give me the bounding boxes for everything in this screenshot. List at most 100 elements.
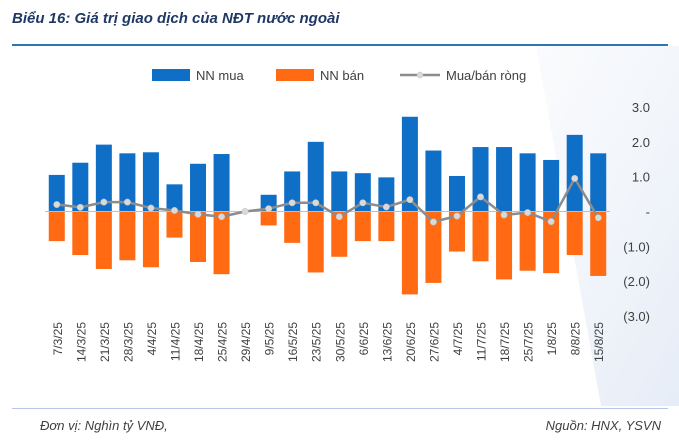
bar-sell-13/6/25: [378, 211, 395, 242]
legend-swatch-net-marker: [416, 71, 424, 79]
x-tick-label: 13/6/25: [380, 322, 394, 362]
bar-sell-23/5/25: [307, 211, 324, 273]
net-point-6/6/25: [359, 199, 367, 207]
net-point-11/7/25: [477, 193, 484, 201]
bar-buy-11/4/25: [166, 184, 183, 212]
bar-sell-6/6/25: [354, 211, 371, 242]
y-tick-label: 3.0: [632, 100, 650, 115]
net-point-21/3/25: [100, 198, 108, 206]
bar-sell-25/4/25: [213, 211, 230, 275]
x-tick-label: 18/4/25: [192, 322, 206, 362]
x-tick-label: 15/8/25: [592, 322, 606, 362]
bar-buy-30/5/25: [331, 171, 348, 212]
x-tick-label: 18/7/25: [498, 322, 512, 362]
chart-title: Biểu 16: Giá trị giao dịch của NĐT nước …: [12, 10, 340, 27]
bar-sell-30/5/25: [331, 211, 348, 257]
bar-buy-11/7/25: [472, 147, 489, 212]
bar-buy-6/6/25: [354, 173, 371, 212]
bar-sell-4/4/25: [142, 211, 159, 268]
bar-buy-14/3/25: [72, 162, 89, 212]
bar-buy-21/3/25: [95, 144, 112, 212]
bar-sell-28/3/25: [119, 211, 136, 261]
bar-buy-23/5/25: [307, 141, 324, 212]
bar-buy-28/3/25: [119, 153, 136, 212]
bar-sell-4/7/25: [448, 211, 465, 252]
x-tick-label: 9/5/25: [263, 322, 277, 356]
x-tick-label: 4/7/25: [451, 322, 465, 356]
x-tick-label: 30/5/25: [333, 322, 347, 362]
x-tick-label: 27/6/25: [427, 322, 441, 362]
bar-sell-15/8/25: [590, 211, 607, 276]
x-tick-label: 11/7/25: [475, 322, 489, 361]
net-point-29/4/25: [241, 208, 249, 215]
bar-sell-18/4/25: [190, 211, 207, 263]
net-point-4/4/25: [147, 204, 155, 212]
y-tick-label: (3.0): [623, 309, 650, 324]
net-point-23/5/25: [312, 199, 320, 207]
net-point-13/6/25: [382, 203, 390, 211]
net-point-14/3/25: [76, 203, 84, 211]
net-point-25/7/25: [524, 209, 532, 216]
net-line: [56, 175, 600, 224]
bar-buy-25/7/25: [519, 153, 536, 212]
bar-buy-4/4/25: [142, 152, 159, 212]
bar-buy-13/6/25: [378, 177, 395, 212]
x-tick-label: 20/6/25: [404, 322, 418, 362]
legend-swatch-buy: [152, 69, 190, 81]
legend-swatch-sell: [276, 69, 314, 81]
bar-buy-15/8/25: [590, 153, 607, 212]
net-point-20/6/25: [406, 196, 414, 204]
x-tick-label: 7/3/25: [51, 322, 65, 356]
x-tick-label: 1/8/25: [545, 322, 559, 356]
footer-rule: [12, 408, 668, 409]
x-tick-label: 25/7/25: [522, 322, 536, 362]
unit-note: Đơn vị: Nghìn tỷ VNĐ,: [40, 418, 168, 433]
net-point-25/4/25: [218, 213, 226, 221]
y-tick-label: -: [646, 205, 650, 220]
y-tick-label: (2.0): [623, 274, 650, 289]
net-point-4/7/25: [453, 212, 461, 220]
bar-sell-21/3/25: [95, 211, 112, 269]
legend-label-buy: NN mua: [196, 68, 244, 83]
y-tick-label: 2.0: [632, 135, 650, 150]
bar-sell-11/4/25: [166, 211, 183, 238]
bar-sell-20/6/25: [401, 211, 418, 295]
net-point-18/7/25: [500, 211, 508, 219]
legend-label-sell: NN bán: [320, 68, 364, 83]
bar-sell-1/8/25: [543, 211, 560, 274]
bar-sell-18/7/25: [496, 211, 513, 280]
net-point-16/5/25: [288, 199, 296, 207]
net-point-28/3/25: [123, 198, 131, 206]
x-tick-label: 23/5/25: [310, 322, 324, 362]
bar-buy-25/4/25: [213, 154, 230, 212]
net-point-27/6/25: [429, 218, 437, 226]
bar-buy-7/3/25: [48, 174, 65, 212]
net-point-8/8/25: [571, 174, 579, 182]
legend-label-net: Mua/bán ròng: [446, 68, 526, 83]
source-note: Nguồn: HNX, YSVN: [545, 418, 661, 433]
net-point-15/8/25: [594, 214, 602, 222]
legend: NN mua NN bán Mua/bán ròng: [152, 68, 526, 83]
bar-buy-4/7/25: [448, 175, 465, 212]
bar-buy-18/7/25: [496, 147, 513, 212]
bar-buy-18/4/25: [190, 163, 207, 212]
bar-buy-27/6/25: [425, 150, 442, 212]
x-tick-label: 21/3/25: [98, 322, 112, 362]
net-point-18/4/25: [194, 210, 202, 218]
bar-sell-25/7/25: [519, 211, 536, 271]
net-point-9/5/25: [265, 205, 273, 213]
net-point-11/4/25: [171, 207, 178, 214]
net-point-7/3/25: [53, 201, 61, 208]
bar-sell-7/3/25: [48, 211, 65, 242]
bar-sell-27/6/25: [425, 211, 442, 283]
bar-sell-9/5/25: [260, 211, 277, 226]
bar-buy-8/8/25: [566, 134, 583, 212]
bar-buy-16/5/25: [284, 171, 301, 212]
title-underline: [12, 44, 668, 46]
x-tick-label: 28/3/25: [121, 322, 135, 362]
net-point-1/8/25: [547, 218, 555, 226]
x-tick-label: 25/4/25: [216, 322, 230, 362]
bar-buy-1/8/25: [543, 159, 560, 212]
bar-sell-11/7/25: [472, 211, 489, 262]
